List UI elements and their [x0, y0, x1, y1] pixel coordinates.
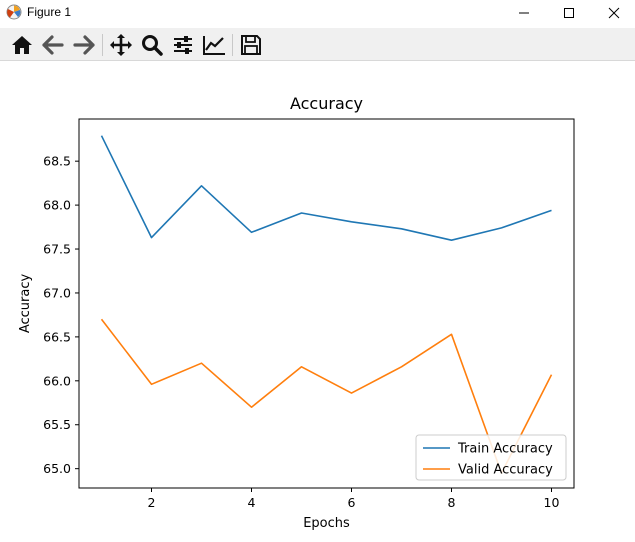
series-line-train-accuracy	[100, 135, 552, 241]
window-titlebar: Figure 1	[0, 0, 635, 26]
minimize-icon	[519, 12, 529, 14]
y-tick-label: 66.0	[43, 373, 71, 388]
y-tick-label: 67.0	[43, 285, 71, 300]
x-tick-label: 8	[448, 495, 456, 510]
back-button[interactable]	[40, 32, 66, 58]
minimize-button[interactable]	[501, 0, 547, 26]
subplots-icon	[174, 36, 192, 54]
figure-canvas[interactable]: Accuracy Epochs Accuracy 2 4 6 8 10 65.0 65.5 66.0…	[0, 61, 635, 538]
save-button[interactable]	[238, 32, 264, 58]
window-title: Figure 1	[27, 5, 72, 19]
save-icon	[241, 35, 261, 55]
x-axis-label: Epochs	[303, 516, 350, 531]
matplotlib-app-icon	[6, 4, 22, 20]
accuracy-chart: Accuracy Epochs Accuracy 2 4 6 8 10 65.0 65.5 66.0…	[18, 94, 575, 531]
legend-label: Train Accuracy	[457, 442, 553, 457]
customize-button[interactable]	[201, 32, 227, 58]
forward-arrow-icon	[73, 35, 95, 55]
close-button[interactable]	[591, 0, 635, 26]
y-tick-label: 68.0	[43, 198, 71, 213]
zoom-button[interactable]	[139, 32, 165, 58]
maximize-button[interactable]	[546, 0, 592, 26]
subplots-button[interactable]	[170, 32, 196, 58]
y-axis-label: Accuracy	[18, 274, 33, 334]
legend-label: Valid Accuracy	[458, 463, 553, 478]
chart-title: Accuracy	[290, 94, 363, 113]
home-button[interactable]	[9, 32, 35, 58]
toolbar-separator	[232, 34, 233, 56]
navigation-toolbar	[0, 28, 635, 61]
axes-frame	[78, 118, 575, 489]
x-tick-label: 2	[148, 495, 156, 510]
customize-icon	[203, 36, 225, 55]
zoom-icon	[142, 35, 163, 56]
y-tick-label: 65.0	[43, 461, 71, 476]
y-tick-label: 65.5	[43, 417, 71, 432]
home-icon	[12, 36, 32, 54]
pan-icon	[110, 34, 132, 56]
x-tick-label: 6	[348, 495, 356, 510]
y-tick-label: 68.5	[43, 154, 71, 169]
maximize-icon	[564, 8, 574, 18]
y-tick-label: 66.5	[43, 329, 71, 344]
y-tick-label: 67.5	[43, 242, 71, 257]
forward-button[interactable]	[71, 32, 97, 58]
toolbar-separator	[102, 34, 103, 56]
x-tick-label: 10	[544, 495, 560, 510]
back-arrow-icon	[42, 35, 64, 55]
series-line-valid-accuracy	[100, 318, 553, 474]
x-tick-label: 4	[248, 495, 256, 510]
close-icon	[608, 7, 620, 19]
legend-box	[415, 434, 567, 481]
pan-button[interactable]	[108, 32, 134, 58]
